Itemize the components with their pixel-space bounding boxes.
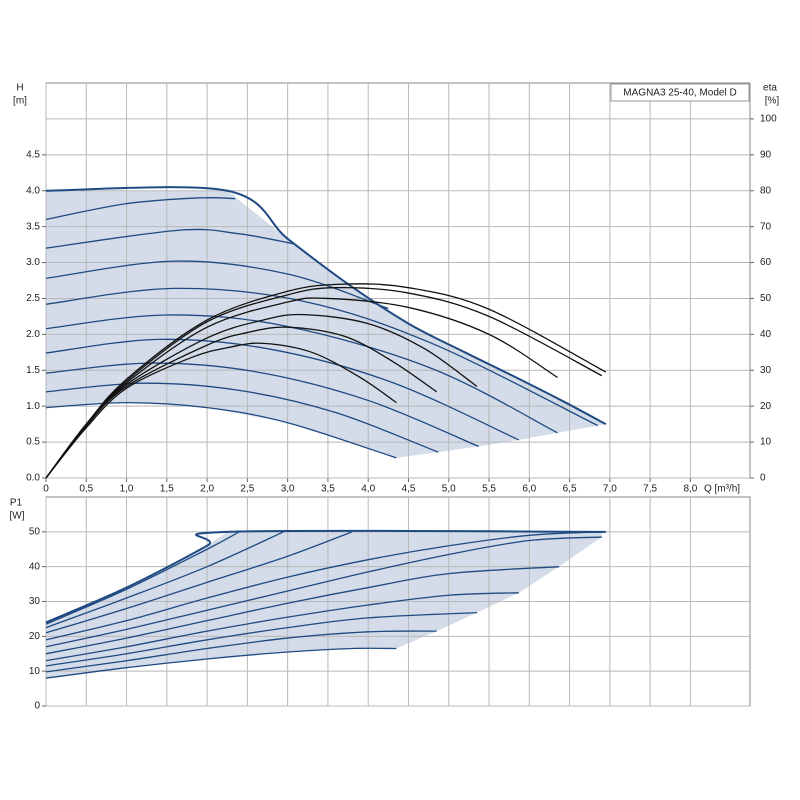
y2-tick-label: 20 [760, 401, 772, 412]
y-tick-label: 0.5 [26, 437, 40, 448]
y2-axis-label: eta [763, 83, 777, 94]
pump-curve [45, 260, 389, 310]
y2-axis-unit: [%] [765, 96, 780, 107]
max-curve [45, 529, 606, 624]
y-tick-label: 2.0 [26, 329, 40, 340]
operating-area [46, 531, 606, 679]
efficiency-curve [45, 297, 558, 479]
y2-tick-label: 10 [760, 437, 772, 448]
text-layer: H [m] eta [%] MAGNA3 25-40, Model D Q [m… [10, 83, 780, 712]
x-tick-label: 4,5 [402, 484, 416, 495]
x-tick-label: 1,0 [120, 484, 134, 495]
y2-tick-label: 100 [760, 114, 777, 125]
y-tick-label: 2.5 [26, 293, 40, 304]
pump-curve [45, 592, 519, 662]
y-tick-label: 4.5 [26, 149, 40, 160]
pump-curve [45, 566, 560, 655]
x-tick-label: 0,5 [79, 484, 93, 495]
y-tick-label: 40 [29, 561, 41, 572]
y2-tick-label: 0 [760, 473, 766, 484]
y2-tick-label: 30 [760, 365, 772, 376]
max-curve [45, 186, 607, 426]
y-axis-label: P1 [10, 498, 23, 509]
y-tick-label: 30 [29, 596, 41, 607]
y-tick-label: 1.5 [26, 365, 40, 376]
y-tick-label: 50 [29, 526, 41, 537]
pump-curve [45, 630, 437, 673]
x-axis-label: Q [m³/h] [704, 484, 740, 495]
y-axis-unit: [m] [13, 96, 27, 107]
y2-tick-label: 50 [760, 293, 772, 304]
y2-tick-label: 40 [760, 329, 772, 340]
pump-curve [45, 647, 397, 679]
x-tick-label: 2,5 [240, 484, 254, 495]
pump-curve [45, 531, 284, 629]
x-tick-label: 6,5 [563, 484, 577, 495]
y-tick-label: 10 [29, 666, 41, 677]
chart-title: MAGNA3 25-40, Model D [623, 88, 736, 99]
x-tick-label: 6,0 [522, 484, 536, 495]
x-tick-label: 2,0 [200, 484, 214, 495]
y-tick-label: 1.0 [26, 401, 40, 412]
pump-curve [45, 531, 240, 625]
y-axis-unit: [W] [10, 511, 25, 522]
y-axis-label: H [16, 83, 23, 94]
y2-tick-label: 80 [760, 185, 772, 196]
pump-curve [45, 382, 439, 453]
x-tick-label: 3,0 [281, 484, 295, 495]
x-tick-label: 0 [43, 484, 49, 495]
y2-tick-label: 90 [760, 149, 772, 160]
efficiency-curve [45, 326, 438, 479]
x-tick-label: 8,0 [683, 484, 697, 495]
pump-curve [45, 531, 353, 634]
y-tick-label: 20 [29, 631, 41, 642]
pump-curve [45, 362, 479, 447]
pump-curve [45, 338, 520, 441]
x-tick-label: 7,5 [643, 484, 657, 495]
pump-curve [45, 287, 599, 427]
curve-layer [45, 186, 607, 679]
title-box [610, 83, 750, 102]
x-tick-label: 5,0 [442, 484, 456, 495]
pump-curve [45, 228, 295, 249]
pump-curve [45, 197, 236, 221]
y-tick-label: 3.5 [26, 221, 40, 232]
y-tick-label: 0 [34, 701, 40, 712]
area-layer [46, 190, 606, 679]
pump-curve [45, 531, 602, 641]
y-tick-label: 0.0 [26, 473, 40, 484]
x-tick-label: 1,5 [160, 484, 174, 495]
y2-tick-label: 60 [760, 257, 772, 268]
pump-curve [45, 536, 602, 648]
y-tick-label: 3.0 [26, 257, 40, 268]
pump-curve [45, 612, 477, 667]
operating-area [46, 190, 606, 458]
x-tick-label: 4,0 [361, 484, 375, 495]
x-tick-label: 7,0 [603, 484, 617, 495]
pump-curve [45, 314, 558, 434]
y-tick-label: 4.0 [26, 185, 40, 196]
y2-tick-label: 70 [760, 221, 772, 232]
x-tick-label: 3,5 [321, 484, 335, 495]
efficiency-curve [45, 342, 397, 479]
x-tick-label: 5,5 [482, 484, 496, 495]
